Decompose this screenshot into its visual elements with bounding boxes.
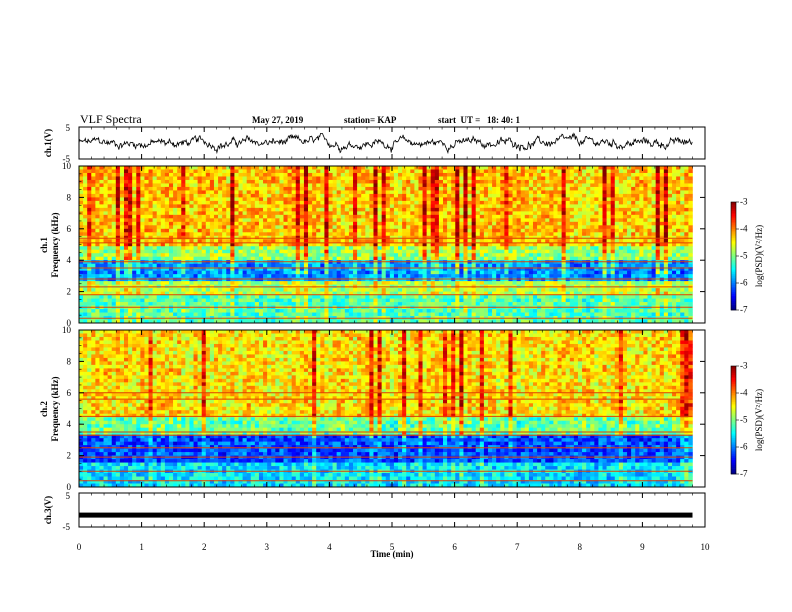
xtick-label: 3 <box>265 542 270 552</box>
ch2-colorbar-label: log(PSD)(V²/Hz) <box>754 389 764 451</box>
ch2-spectrogram-ylabel-line1: ch.2 <box>39 401 49 417</box>
ch3-ytick-top: 5 <box>66 491 71 501</box>
vlf-spectra-figure: VLF Spectra May 27, 2019 station= KAP st… <box>0 0 792 612</box>
xtick-label: 6 <box>452 542 457 552</box>
date-label: May 27, 2019 <box>252 115 304 125</box>
ch3-constant-trace <box>79 513 693 518</box>
colorbar-tick-label: -3 <box>740 361 748 371</box>
station-label: station= KAP <box>344 115 397 125</box>
colorbar-tick-label: -4 <box>740 388 748 398</box>
ytick-label: 10 <box>62 325 72 335</box>
colorbar-tick-label: -7 <box>740 469 748 479</box>
xtick-label: 8 <box>578 542 583 552</box>
colorbar-tick-label: -5 <box>740 415 748 425</box>
ch2-colorbar: -3 -4 -5 -6 -7 log(PSD)(V²/Hz) <box>731 361 764 479</box>
ytick-label: 6 <box>67 224 72 234</box>
xtick-label: 7 <box>515 542 520 552</box>
ytick-label: 8 <box>67 192 72 202</box>
ch2-spectrogram-heatmap <box>79 330 693 487</box>
ytick-label: 2 <box>67 287 72 297</box>
ch3-waveform-frame <box>79 493 705 527</box>
ch1-ytick-top: 5 <box>66 123 71 133</box>
ch1-waveform-ylabel: ch.1(V) <box>43 129 53 157</box>
ytick-label: 4 <box>67 419 72 429</box>
ch2-spectrogram-ylabel-line2: Frequency (kHz) <box>50 376 60 441</box>
xtick-label: 1 <box>139 542 144 552</box>
ch1-spectrogram-ylabel-line1: ch.1 <box>39 237 49 253</box>
ytick-label: 8 <box>67 356 72 366</box>
xtick-label: 4 <box>327 542 332 552</box>
colorbar-tick-label: -6 <box>740 442 748 452</box>
figure-title: VLF Spectra <box>80 112 142 126</box>
ch3-ytick-bottom: -5 <box>63 522 71 532</box>
xtick-label: 10 <box>701 542 711 552</box>
ch3-waveform-ylabel: ch.3(V) <box>43 496 53 524</box>
xtick-label: 2 <box>202 542 207 552</box>
start-time-label: start UT = 18: 40: 1 <box>438 115 520 125</box>
ytick-label: 6 <box>67 388 72 398</box>
ch1-spectrogram-ylabel-line2: Frequency (kHz) <box>50 212 60 277</box>
ytick-label: 10 <box>62 161 72 171</box>
ch1-spectrogram-heatmap <box>79 166 693 323</box>
ytick-label: 2 <box>67 451 72 461</box>
ch1-colorbar: -3 -4 -5 -6 -7 log(PSD)(V²/Hz) <box>731 197 764 315</box>
ch1-waveform-trace <box>79 133 692 152</box>
ch1-colorbar-label: log(PSD)(V²/Hz) <box>754 225 764 287</box>
colorbar-tick-label: -4 <box>740 224 748 234</box>
xtick-label: 5 <box>390 542 395 552</box>
colorbar-tick-label: -3 <box>740 197 748 207</box>
panel-ch1-waveform: 5 -5 ch.1(V) <box>43 123 705 164</box>
colorbar-tick-label: -6 <box>740 278 748 288</box>
xtick-label: 0 <box>77 542 82 552</box>
colorbar-tick-label: -5 <box>740 251 748 261</box>
ytick-label: 4 <box>67 255 72 265</box>
colorbar-tick-label: -7 <box>740 305 748 315</box>
xtick-label: 9 <box>640 542 645 552</box>
